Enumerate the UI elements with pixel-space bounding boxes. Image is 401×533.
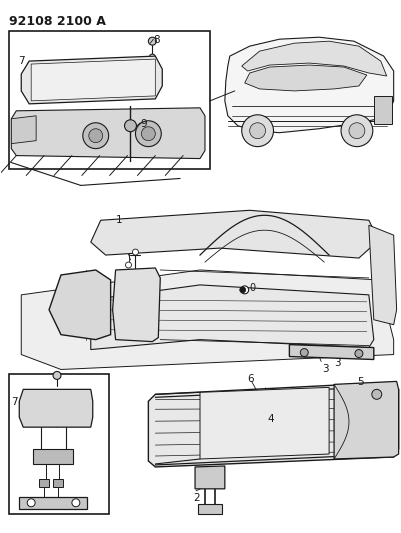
- Text: 92108 2100 A: 92108 2100 A: [9, 15, 106, 28]
- Circle shape: [300, 349, 308, 357]
- Polygon shape: [21, 270, 393, 369]
- Polygon shape: [148, 382, 398, 467]
- Circle shape: [125, 262, 131, 268]
- Polygon shape: [91, 285, 373, 350]
- Circle shape: [249, 123, 265, 139]
- Circle shape: [241, 115, 273, 147]
- Circle shape: [348, 123, 364, 139]
- Polygon shape: [333, 382, 398, 459]
- Text: 3: 3: [321, 365, 328, 375]
- Bar: [9, 31, 209, 168]
- Text: 9: 9: [140, 119, 147, 129]
- Polygon shape: [289, 345, 373, 360]
- Polygon shape: [200, 387, 328, 459]
- Text: 4: 4: [267, 414, 273, 424]
- Bar: [373, 96, 391, 124]
- Bar: [9, 375, 108, 514]
- Polygon shape: [11, 116, 36, 144]
- Circle shape: [354, 350, 362, 358]
- Circle shape: [149, 54, 155, 60]
- Circle shape: [89, 129, 102, 143]
- Circle shape: [240, 286, 248, 294]
- Text: 1: 1: [115, 215, 122, 225]
- Circle shape: [132, 249, 138, 255]
- Text: 0: 0: [249, 283, 255, 293]
- Polygon shape: [49, 270, 110, 340]
- Circle shape: [27, 499, 35, 507]
- Bar: [53, 479, 63, 487]
- Bar: [19, 497, 87, 508]
- Polygon shape: [194, 466, 224, 489]
- Circle shape: [124, 120, 136, 132]
- Polygon shape: [21, 56, 162, 104]
- Polygon shape: [241, 41, 386, 76]
- Text: 7: 7: [11, 397, 18, 407]
- Polygon shape: [11, 108, 205, 158]
- Text: 7: 7: [18, 56, 25, 66]
- Circle shape: [239, 287, 245, 293]
- Polygon shape: [244, 65, 366, 91]
- Bar: [33, 449, 73, 464]
- Text: 5: 5: [356, 377, 363, 387]
- Polygon shape: [224, 37, 393, 133]
- Text: 3: 3: [333, 358, 340, 368]
- Circle shape: [141, 127, 155, 141]
- Circle shape: [72, 499, 80, 507]
- Text: 8: 8: [153, 35, 160, 45]
- Polygon shape: [368, 225, 396, 325]
- Text: 6: 6: [247, 375, 254, 384]
- Text: 2: 2: [192, 493, 199, 503]
- Bar: [198, 504, 221, 514]
- Circle shape: [83, 123, 108, 149]
- Polygon shape: [91, 211, 378, 258]
- Circle shape: [340, 115, 372, 147]
- Circle shape: [148, 37, 156, 45]
- Circle shape: [371, 389, 381, 399]
- Polygon shape: [19, 389, 93, 427]
- Polygon shape: [31, 59, 155, 101]
- Bar: [39, 479, 49, 487]
- Polygon shape: [112, 268, 160, 342]
- Circle shape: [135, 121, 161, 147]
- Circle shape: [53, 372, 61, 379]
